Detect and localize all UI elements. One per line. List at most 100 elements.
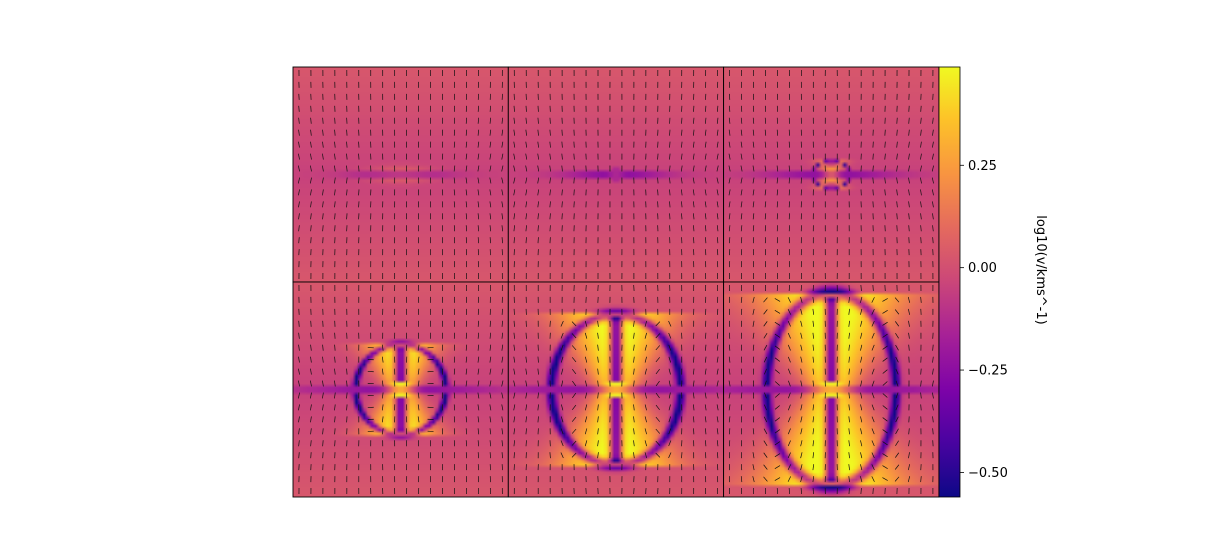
quiver-arrow bbox=[525, 368, 528, 375]
quiver-arrow bbox=[872, 488, 874, 495]
quiver-arrow bbox=[657, 177, 659, 184]
quiver-arrow bbox=[668, 332, 672, 339]
quiver-arrow bbox=[322, 177, 324, 184]
quiver-arrow bbox=[752, 117, 755, 124]
quiver-arrow bbox=[322, 141, 324, 148]
quiver-arrow bbox=[681, 201, 683, 208]
quiver-arrow bbox=[322, 117, 324, 124]
quiver-arrow bbox=[882, 310, 888, 314]
quiver-arrow bbox=[704, 201, 707, 208]
quiver-arrow bbox=[812, 464, 815, 471]
quiver-arrow bbox=[537, 189, 539, 196]
quiver-arrow bbox=[668, 320, 672, 327]
quiver-arrow bbox=[549, 129, 551, 136]
quiver-arrow bbox=[908, 153, 910, 160]
quiver-arrow bbox=[908, 464, 910, 471]
quiver-arrow bbox=[298, 356, 300, 363]
quiver-arrow bbox=[752, 464, 755, 471]
quiver-arrow bbox=[417, 416, 420, 423]
quiver-arrow bbox=[501, 320, 503, 327]
quiver-arrow bbox=[740, 117, 743, 124]
quiver-arrow bbox=[537, 404, 539, 411]
quiver-arrow bbox=[681, 213, 683, 220]
quiver-arrow bbox=[525, 356, 527, 363]
quiver-arrow bbox=[453, 392, 456, 399]
quiver-arrow bbox=[669, 141, 671, 148]
quiver-arrow bbox=[334, 380, 336, 387]
quiver-arrow bbox=[896, 153, 898, 160]
quiver-arrow bbox=[298, 237, 300, 244]
quiver-arrow bbox=[584, 332, 588, 339]
quiver-arrow bbox=[549, 165, 551, 172]
quiver-arrow bbox=[774, 441, 781, 446]
quiver-arrow bbox=[489, 356, 492, 363]
quiver-arrow bbox=[931, 153, 934, 160]
quiver-arrow bbox=[537, 201, 539, 208]
quiver-arrow bbox=[513, 380, 516, 387]
quiver-arrow bbox=[561, 404, 564, 411]
quiver-arrow bbox=[477, 344, 480, 351]
quiver-arrow bbox=[884, 189, 886, 196]
quiver-arrow bbox=[655, 321, 661, 327]
quiver-arrow bbox=[716, 141, 719, 148]
quiver-arrow bbox=[728, 189, 731, 196]
quiver-arrow bbox=[465, 165, 468, 172]
quiver-arrow bbox=[549, 213, 551, 220]
quiver-arrow bbox=[513, 344, 516, 351]
quiver-arrow bbox=[489, 201, 492, 208]
quiver-arrow bbox=[334, 165, 336, 172]
quiver-arrow bbox=[716, 416, 719, 423]
quiver-arrow bbox=[560, 320, 564, 327]
quiver-arrows bbox=[297, 69, 504, 280]
quiver-arrow bbox=[812, 344, 815, 351]
quiver-arrow bbox=[896, 177, 898, 184]
quiver-arrow bbox=[800, 440, 803, 447]
quiver-arrow bbox=[728, 117, 731, 124]
quiver-arrow bbox=[453, 368, 456, 375]
quiver-arrow bbox=[657, 165, 659, 172]
quiver-arrow bbox=[346, 404, 348, 411]
quiver-arrow bbox=[800, 428, 803, 435]
quiver-arrow bbox=[489, 213, 492, 220]
panel-r1-c2 bbox=[723, 282, 939, 497]
quiver-arrow bbox=[655, 368, 660, 375]
quiver-arrow bbox=[740, 476, 743, 483]
quiver-arrow bbox=[668, 380, 671, 387]
quiver-arrow bbox=[549, 177, 551, 184]
quiver-arrow bbox=[884, 201, 886, 208]
quiver-arrow bbox=[655, 357, 660, 363]
quiver-arrow bbox=[920, 380, 922, 387]
quiver-arrow bbox=[465, 404, 468, 411]
quiver-arrow bbox=[381, 428, 384, 435]
quiver-arrow bbox=[644, 332, 647, 339]
quiver-arrow bbox=[812, 452, 815, 459]
quiver-arrow bbox=[932, 404, 934, 411]
quiver-arrow bbox=[740, 141, 743, 148]
quiver-arrow bbox=[882, 417, 888, 422]
quiver-arrow bbox=[322, 344, 324, 351]
quiver-arrow bbox=[381, 356, 384, 363]
quiver-arrow bbox=[693, 368, 695, 375]
quiver-arrow bbox=[489, 117, 492, 124]
quiver-arrow bbox=[322, 165, 324, 172]
quiver-arrow bbox=[561, 380, 564, 387]
colorbar: 0.25 0.00 −0.25 −0.50 log10(v/kms^-1) bbox=[938, 66, 1048, 498]
quiver-arrow bbox=[668, 428, 672, 435]
quiver-arrow bbox=[525, 428, 527, 435]
quiver-arrow bbox=[800, 392, 803, 399]
quiver-arrow bbox=[728, 428, 731, 435]
quiver-arrow bbox=[334, 141, 336, 148]
quiver-arrow bbox=[310, 404, 312, 411]
quiver-arrow bbox=[655, 392, 660, 399]
quiver-arrow bbox=[728, 105, 731, 112]
quiver-arrow bbox=[358, 165, 360, 172]
quiver-arrow bbox=[465, 344, 468, 351]
quiver-arrow bbox=[728, 165, 731, 172]
colorbar-gradient bbox=[938, 66, 961, 498]
quiver-arrow bbox=[931, 177, 934, 184]
quiver-arrow bbox=[920, 368, 922, 375]
quiver-arrow bbox=[728, 380, 731, 387]
quiver-arrow bbox=[453, 380, 456, 387]
quiver-arrow bbox=[465, 213, 468, 220]
quiver-arrow bbox=[787, 356, 791, 363]
